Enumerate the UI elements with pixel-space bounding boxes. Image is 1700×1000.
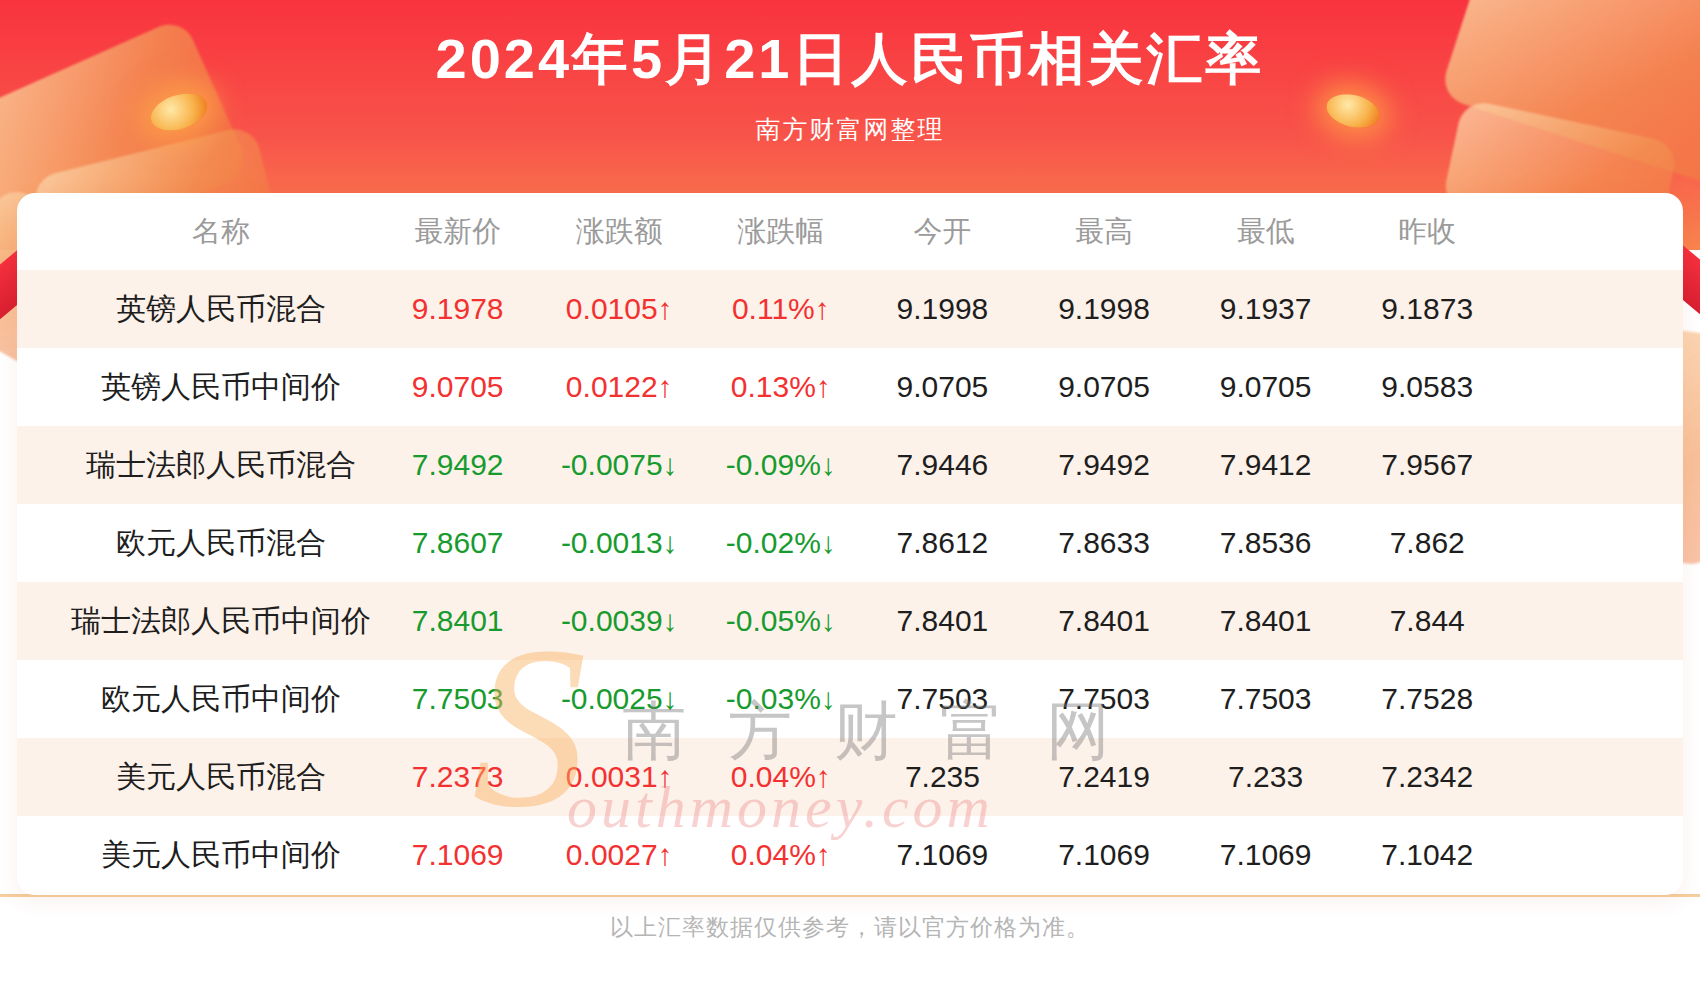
cell-open: 7.8612 <box>862 504 1024 582</box>
cell-prev-close: 7.862 <box>1346 504 1508 582</box>
cell-spacer <box>1508 270 1683 348</box>
cell-change: 0.0027↑ <box>538 816 700 894</box>
cell-spacer <box>1508 582 1683 660</box>
column-header: 今开 <box>862 193 1024 270</box>
cell-change: -0.0025↓ <box>538 660 700 738</box>
cell-latest: 7.2373 <box>377 738 539 816</box>
column-header: 昨收 <box>1346 193 1508 270</box>
cell-high: 7.8401 <box>1023 582 1185 660</box>
cell-prev-close: 9.1873 <box>1346 270 1508 348</box>
cell-high: 9.1998 <box>1023 270 1185 348</box>
cell-high: 9.0705 <box>1023 348 1185 426</box>
cell-change-pct: -0.02%↓ <box>700 504 862 582</box>
cell-high: 7.2419 <box>1023 738 1185 816</box>
column-header: 最高 <box>1023 193 1185 270</box>
cell-change: -0.0075↓ <box>538 426 700 504</box>
cell-low: 7.8401 <box>1185 582 1347 660</box>
cell-high: 7.9492 <box>1023 426 1185 504</box>
cell-prev-close: 7.2342 <box>1346 738 1508 816</box>
cell-prev-close: 7.1042 <box>1346 816 1508 894</box>
cell-change: 0.0105↑ <box>538 270 700 348</box>
cell-change: 0.0031↑ <box>538 738 700 816</box>
column-header: 最新价 <box>377 193 539 270</box>
table-row: 欧元人民币混合7.8607-0.0013↓-0.02%↓7.86127.8633… <box>17 504 1683 582</box>
cell-low: 7.9412 <box>1185 426 1347 504</box>
cell-change-pct: 0.11%↑ <box>700 270 862 348</box>
cell-change-pct: -0.03%↓ <box>700 660 862 738</box>
cell-name: 瑞士法郎人民币混合 <box>17 426 377 504</box>
cell-low: 9.0705 <box>1185 348 1347 426</box>
cell-latest: 7.9492 <box>377 426 539 504</box>
column-header: 最低 <box>1185 193 1347 270</box>
column-header: 涨跌幅 <box>700 193 862 270</box>
cell-spacer <box>1508 816 1683 894</box>
cell-high: 7.1069 <box>1023 816 1185 894</box>
cell-open: 7.7503 <box>862 660 1024 738</box>
footer-disclaimer: 以上汇率数据仅供参考，请以官方价格为准。 <box>0 912 1700 943</box>
cell-open: 7.1069 <box>862 816 1024 894</box>
page-title: 2024年5月21日人民币相关汇率 <box>0 22 1700 98</box>
cell-open: 7.8401 <box>862 582 1024 660</box>
cell-latest: 9.1978 <box>377 270 539 348</box>
column-header-spacer <box>1508 193 1683 270</box>
cell-low: 7.233 <box>1185 738 1347 816</box>
table-header-row: 名称最新价涨跌额涨跌幅今开最高最低昨收 <box>17 193 1683 270</box>
cell-open: 9.1998 <box>862 270 1024 348</box>
rates-table-card: 名称最新价涨跌额涨跌幅今开最高最低昨收 英镑人民币混合9.19780.0105↑… <box>17 193 1683 895</box>
cell-prev-close: 7.844 <box>1346 582 1508 660</box>
cell-latest: 9.0705 <box>377 348 539 426</box>
cell-low: 7.7503 <box>1185 660 1347 738</box>
table-row: 英镑人民币中间价9.07050.0122↑0.13%↑9.07059.07059… <box>17 348 1683 426</box>
table-row: 美元人民币中间价7.10690.0027↑0.04%↑7.10697.10697… <box>17 816 1683 894</box>
cell-change-pct: 0.04%↑ <box>700 816 862 894</box>
cell-latest: 7.8607 <box>377 504 539 582</box>
cell-change: -0.0013↓ <box>538 504 700 582</box>
cell-spacer <box>1508 348 1683 426</box>
cell-spacer <box>1508 738 1683 816</box>
cell-name: 欧元人民币混合 <box>17 504 377 582</box>
cell-latest: 7.7503 <box>377 660 539 738</box>
table-row: 欧元人民币中间价7.7503-0.0025↓-0.03%↓7.75037.750… <box>17 660 1683 738</box>
cell-latest: 7.1069 <box>377 816 539 894</box>
cell-name: 瑞士法郎人民币中间价 <box>17 582 377 660</box>
cell-name: 美元人民币混合 <box>17 738 377 816</box>
cell-latest: 7.8401 <box>377 582 539 660</box>
cell-open: 9.0705 <box>862 348 1024 426</box>
cell-low: 9.1937 <box>1185 270 1347 348</box>
cell-change-pct: 0.04%↑ <box>700 738 862 816</box>
table-row: 瑞士法郎人民币中间价7.8401-0.0039↓-0.05%↓7.84017.8… <box>17 582 1683 660</box>
cell-name: 英镑人民币中间价 <box>17 348 377 426</box>
cell-name: 欧元人民币中间价 <box>17 660 377 738</box>
cell-change: -0.0039↓ <box>538 582 700 660</box>
cell-spacer <box>1508 660 1683 738</box>
cell-prev-close: 7.7528 <box>1346 660 1508 738</box>
table-row: 瑞士法郎人民币混合7.9492-0.0075↓-0.09%↓7.94467.94… <box>17 426 1683 504</box>
column-header: 涨跌额 <box>538 193 700 270</box>
cell-change-pct: -0.09%↓ <box>700 426 862 504</box>
cell-prev-close: 9.0583 <box>1346 348 1508 426</box>
page-subtitle: 南方财富网整理 <box>0 113 1700 146</box>
cell-low: 7.8536 <box>1185 504 1347 582</box>
cell-open: 7.235 <box>862 738 1024 816</box>
cell-change-pct: 0.13%↑ <box>700 348 862 426</box>
cell-spacer <box>1508 504 1683 582</box>
cell-change: 0.0122↑ <box>538 348 700 426</box>
cell-prev-close: 7.9567 <box>1346 426 1508 504</box>
cell-high: 7.7503 <box>1023 660 1185 738</box>
cell-name: 美元人民币中间价 <box>17 816 377 894</box>
cell-spacer <box>1508 426 1683 504</box>
table-row: 英镑人民币混合9.19780.0105↑0.11%↑9.19989.19989.… <box>17 270 1683 348</box>
exchange-rates-table: 名称最新价涨跌额涨跌幅今开最高最低昨收 英镑人民币混合9.19780.0105↑… <box>17 193 1683 894</box>
column-header: 名称 <box>17 193 377 270</box>
table-row: 美元人民币混合7.23730.0031↑0.04%↑7.2357.24197.2… <box>17 738 1683 816</box>
cell-low: 7.1069 <box>1185 816 1347 894</box>
cell-open: 7.9446 <box>862 426 1024 504</box>
cell-change-pct: -0.05%↓ <box>700 582 862 660</box>
cell-high: 7.8633 <box>1023 504 1185 582</box>
cell-name: 英镑人民币混合 <box>17 270 377 348</box>
